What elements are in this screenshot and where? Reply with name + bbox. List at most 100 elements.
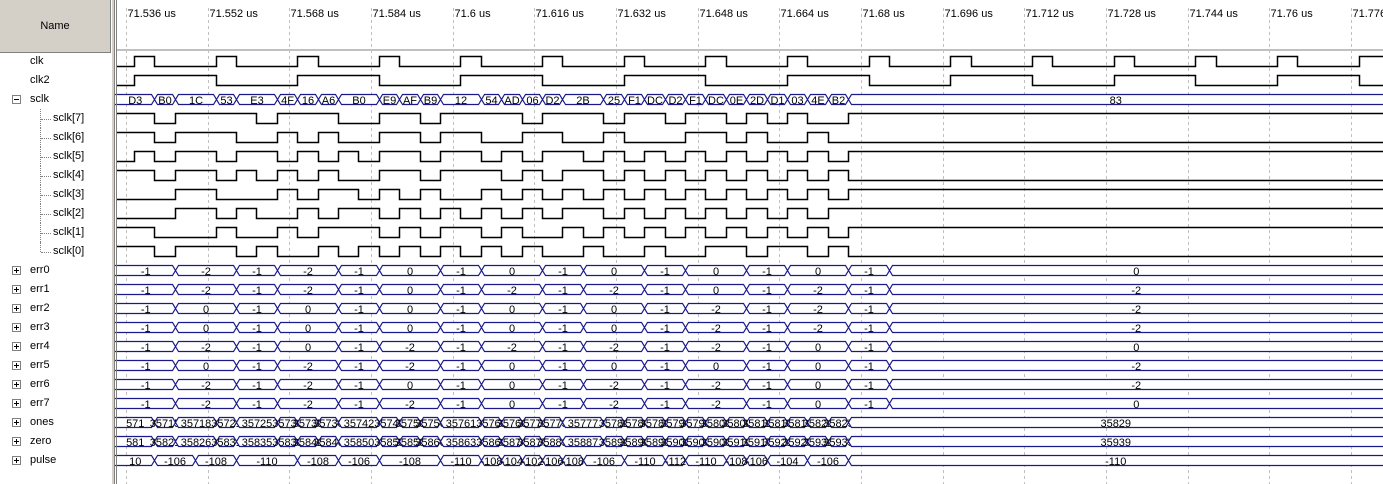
- bus-value: 35750: [395, 418, 426, 430]
- waveform-pulse[interactable]: 10 -106 -108 -110 -108 -106 -108 -110 -108-104-1…: [109, 454, 1383, 469]
- tree-line: [41, 157, 51, 159]
- waveform-err6[interactable]: -1 -2 -1 -2 -1 0 -1 0 -1 -2 -1 -2 -1 0 -1 -2: [109, 378, 1383, 393]
- bus-value: 25: [608, 95, 620, 107]
- bus-value: 35846: [313, 437, 344, 449]
- bus-value: 16: [302, 95, 314, 107]
- bus-value: -2: [711, 323, 721, 335]
- waveform-err4[interactable]: -1 -2 -1 0 -1 -2 -1 -2 -1 -2 -1 -2 -1 0 -1 0: [109, 340, 1383, 355]
- bus-value: 0: [305, 342, 311, 354]
- bus-segment: [847, 435, 1383, 448]
- name-column-header[interactable]: Name: [0, 0, 111, 53]
- waveform-sclk-5[interactable]: [116, 150, 1383, 163]
- signal-row-err4[interactable]: err4: [0, 337, 110, 356]
- bus-value: -1: [456, 399, 466, 411]
- signal-row-err2[interactable]: err2: [0, 299, 110, 318]
- waveform-err0[interactable]: -1 -2 -1 -2 -1 0 -1 0 -1 0 -1 0 -1 0 -1 0: [109, 264, 1383, 279]
- expand-icon[interactable]: [12, 399, 21, 408]
- signal-row-sclk-1[interactable]: sclk[1]: [0, 223, 110, 242]
- bus-value: 0: [611, 266, 617, 278]
- signal-row-clk[interactable]: clk: [0, 52, 110, 71]
- signal-row-ones[interactable]: ones: [0, 413, 110, 432]
- expand-icon[interactable]: [12, 323, 21, 332]
- waveform-err5[interactable]: -1 0 -1 -2 -1 -2 -1 0 -1 0 -1 0 -1 0 -1 -2: [109, 359, 1383, 374]
- signal-row-sclk-2[interactable]: sclk[2]: [0, 204, 110, 223]
- bus-value: 35883: [537, 437, 568, 449]
- bus-value: 0: [509, 323, 515, 335]
- expand-icon[interactable]: [12, 266, 21, 275]
- signal-row-clk2[interactable]: clk2: [0, 71, 110, 90]
- waveform-sclk-4[interactable]: [116, 169, 1383, 182]
- signal-row-sclk-4[interactable]: sclk[4]: [0, 166, 110, 185]
- expand-icon[interactable]: [12, 418, 21, 427]
- pane-splitter[interactable]: [111, 0, 115, 484]
- bus-value: -2: [711, 399, 721, 411]
- bus-value: 35909: [701, 437, 732, 449]
- signal-row-zero[interactable]: zero: [0, 432, 110, 451]
- expand-icon[interactable]: [12, 361, 21, 370]
- waveform-sclk-7[interactable]: [116, 112, 1383, 125]
- bus-value: -1: [456, 304, 466, 316]
- signal-row-err7[interactable]: err7: [0, 394, 110, 413]
- waveform-sclk[interactable]: D3 B0 1C 53 E3 4F 16 A6 B0 E9 AF B9 12 54 AD 06 D2 2B 25 F1…: [109, 93, 1383, 108]
- bus-segment: [888, 397, 1383, 410]
- expand-icon[interactable]: [12, 380, 21, 389]
- bus-value: F1: [689, 95, 702, 107]
- signal-row-pulse[interactable]: pulse: [0, 451, 110, 470]
- bus-value: -1: [252, 342, 262, 354]
- signal-row-sclk-6[interactable]: sclk[6]: [0, 128, 110, 147]
- bus-value: -1: [864, 342, 874, 354]
- waveform-sclk-2[interactable]: [116, 207, 1383, 220]
- waveform-sclk-0[interactable]: [116, 245, 1383, 258]
- expand-icon[interactable]: [12, 456, 21, 465]
- bus-value: -108: [205, 456, 227, 468]
- collapse-icon[interactable]: [12, 95, 21, 104]
- bus-value: -1: [762, 399, 772, 411]
- signal-row-err0[interactable]: err0: [0, 261, 110, 280]
- bus-value: 35855: [374, 437, 405, 449]
- name-header-label: Name: [40, 20, 70, 32]
- bus-value: -2: [507, 342, 517, 354]
- time-tick-label: 71.632 us: [618, 8, 667, 20]
- waveform-sclk-3[interactable]: [116, 188, 1383, 201]
- signal-row-err5[interactable]: err5: [0, 356, 110, 375]
- signal-row-sclk-5[interactable]: sclk[5]: [0, 147, 110, 166]
- bus-value: 0: [1133, 399, 1139, 411]
- bus-value: -1: [252, 266, 262, 278]
- signal-row-sclk[interactable]: sclk: [0, 90, 110, 109]
- waveform-err3[interactable]: -1 0 -1 0 -1 0 -1 0 -1 0 -1 -2 -1 -2 -1 -2: [109, 321, 1383, 336]
- bus-value: 2D: [750, 95, 764, 107]
- waveform-err1[interactable]: -1 -2 -1 -2 -1 0 -1 -2 -1 -2 -1 0 -1 -2 -1 -2: [109, 283, 1383, 298]
- waveform-err2[interactable]: -1 0 -1 0 -1 0 -1 0 -1 0 -1 -2 -1 -2 -1 -2: [109, 302, 1383, 317]
- signal-row-err3[interactable]: err3: [0, 318, 110, 337]
- bus-value: 35826: [181, 437, 212, 449]
- signal-row-err6[interactable]: err6: [0, 375, 110, 394]
- bus-value: -1: [252, 285, 262, 297]
- bus-value: 54: [485, 95, 497, 107]
- bus-value: 0: [815, 361, 821, 373]
- bus-value: 0: [509, 399, 515, 411]
- bus-value: 0: [713, 266, 719, 278]
- bus-value: AF: [403, 95, 417, 107]
- waveform-clk[interactable]: [116, 55, 1383, 68]
- time-ruler[interactable]: [116, 0, 1383, 50]
- waveform-err7[interactable]: -1 -2 -1 -2 -1 -2 -1 0 -1 -2 -1 -2 -1 0 -1 0: [109, 397, 1383, 412]
- signal-row-sclk-3[interactable]: sclk[3]: [0, 185, 110, 204]
- bus-value: 35766: [497, 418, 528, 430]
- expand-icon[interactable]: [12, 437, 21, 446]
- signal-row-err1[interactable]: err1: [0, 280, 110, 299]
- expand-icon[interactable]: [12, 342, 21, 351]
- waveform-sclk-6[interactable]: [116, 131, 1383, 144]
- bus-value: -1: [558, 361, 568, 373]
- bus-value: 0E: [730, 95, 743, 107]
- signal-row-sclk-7[interactable]: sclk[7]: [0, 109, 110, 128]
- bus-value: -2: [1131, 304, 1141, 316]
- signal-row-sclk-0[interactable]: sclk[0]: [0, 242, 110, 261]
- expand-icon[interactable]: [12, 285, 21, 294]
- waveform-clk2[interactable]: [116, 74, 1383, 87]
- expand-icon[interactable]: [12, 304, 21, 313]
- bus-value: -102: [521, 456, 543, 468]
- waveform-sclk-1[interactable]: [116, 226, 1383, 239]
